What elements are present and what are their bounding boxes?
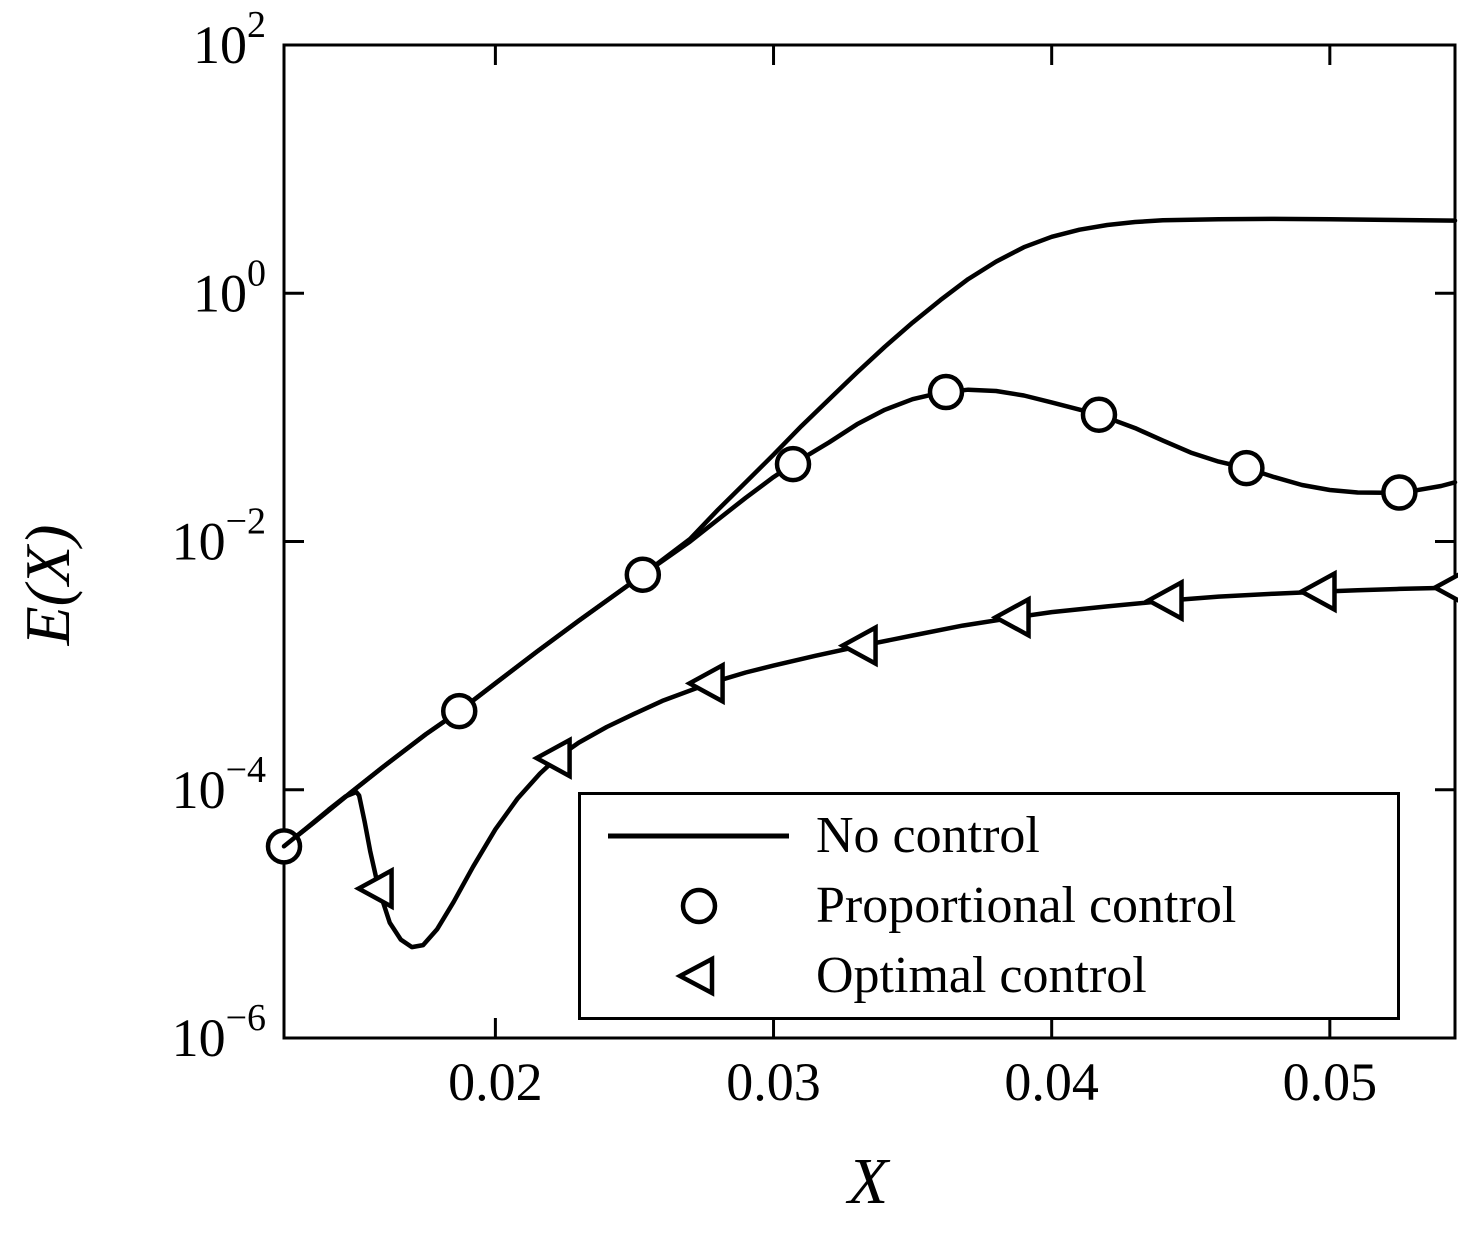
x-tick-label: 0.05 xyxy=(1283,1052,1378,1112)
legend-entry-no-control: No control xyxy=(581,803,1397,869)
legend: No control Proportional control Optimal … xyxy=(578,792,1400,1020)
marker-circle xyxy=(927,373,965,411)
marker-triangle-left xyxy=(990,595,1031,640)
series-line-proportional-control xyxy=(281,387,1458,849)
marker-triangle-left xyxy=(837,623,878,668)
legend-entry-optimal-control: Optimal control xyxy=(581,943,1397,1009)
legend-triangle-left-marker-icon xyxy=(581,952,816,1000)
y-tick-label: 10−4 xyxy=(172,749,266,820)
marker-triangle-left xyxy=(1143,578,1184,623)
plot-content: 0.02 0.03 0.04 0.05 102 100 10−2 10−4 10−6 xyxy=(172,4,1458,1112)
legend-label-proportional-control: Proportional control xyxy=(816,877,1237,934)
marker-triangle-left xyxy=(531,736,572,780)
legend-entry-proportional-control: Proportional control xyxy=(581,873,1397,939)
x-tick-label: 0.04 xyxy=(1004,1052,1099,1112)
x-tick-label: 0.02 xyxy=(448,1052,543,1112)
x-axis-label: X xyxy=(847,1145,889,1218)
legend-line-sample xyxy=(581,830,816,842)
marker-circle xyxy=(1228,449,1265,487)
legend-label-no-control: No control xyxy=(816,807,1040,864)
legend-label-optimal-control: Optimal control xyxy=(816,947,1147,1004)
series-line-optimal-control xyxy=(281,585,1458,950)
marker-circle xyxy=(624,556,662,593)
marker-circle xyxy=(1381,474,1418,511)
marker-triangle-left xyxy=(684,661,725,706)
y-tick-label: 100 xyxy=(193,252,266,323)
y-tick-label: 10−2 xyxy=(172,501,266,572)
y-axis-label: E(X) xyxy=(12,524,83,646)
x-tick-label: 0.03 xyxy=(726,1052,821,1112)
series-line-no-control xyxy=(281,216,1458,849)
marker-triangle-left xyxy=(1296,569,1337,614)
marker-circle xyxy=(440,692,478,730)
marker-circle xyxy=(774,445,812,483)
marker-triangle-left xyxy=(1430,572,1458,603)
y-tick-label: 102 xyxy=(193,4,266,75)
legend-circle-marker-icon xyxy=(581,882,816,930)
marker-circle xyxy=(1080,396,1118,433)
y-tick-label: 10−6 xyxy=(172,997,266,1068)
marker-triangle-left xyxy=(353,866,394,911)
